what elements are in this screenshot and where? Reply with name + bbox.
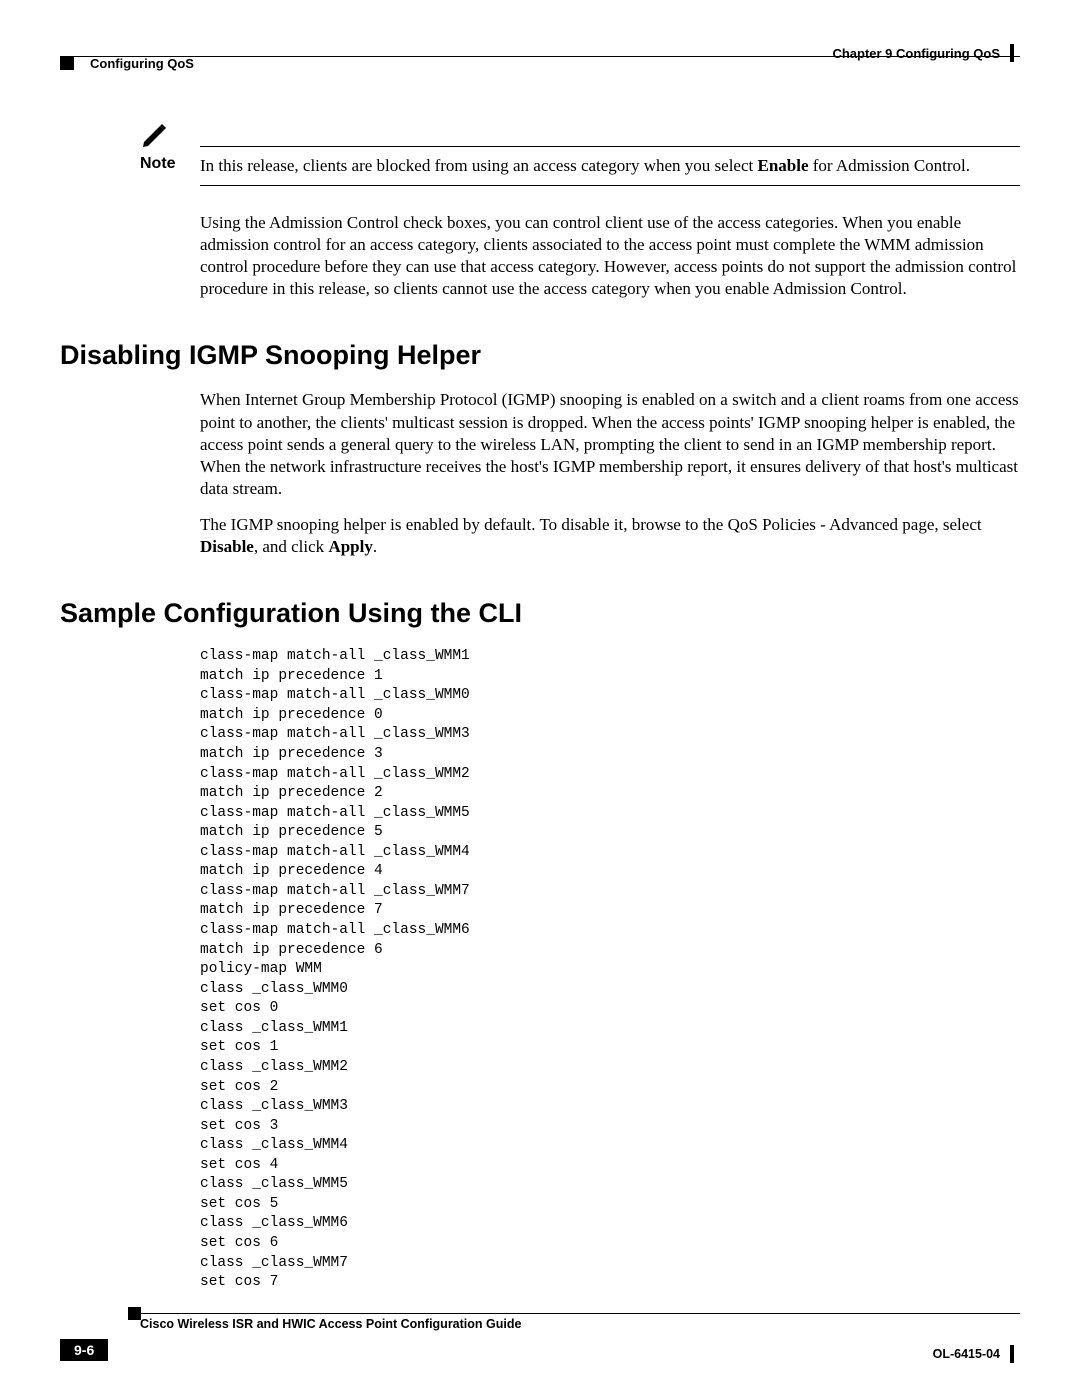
note-bold: Enable xyxy=(757,156,808,175)
igmp-para-2: The IGMP snooping helper is enabled by d… xyxy=(200,514,1020,558)
heading-cli: Sample Configuration Using the CLI xyxy=(60,598,1020,629)
igmp-para-2d: . xyxy=(373,537,377,556)
note-text: In this release, clients are blocked fro… xyxy=(200,155,970,177)
footer-right-marker xyxy=(1010,1345,1014,1363)
header-right-marker xyxy=(1010,44,1014,62)
footer-row: 9-6 OL-6415-04 xyxy=(60,1339,1020,1363)
content: Note In this release, clients are blocke… xyxy=(60,146,1020,1293)
igmp-para-1: When Internet Group Membership Protocol … xyxy=(200,389,1020,499)
igmp-disable-bold: Disable xyxy=(200,537,254,556)
igmp-apply-bold: Apply xyxy=(328,537,372,556)
note-text-after: for Admission Control. xyxy=(809,156,971,175)
note-block: Note In this release, clients are blocke… xyxy=(140,146,1020,186)
header-chapter-crumb: Chapter 9 Configuring QoS xyxy=(832,46,1000,61)
footer-guide-title: Cisco Wireless ISR and HWIC Access Point… xyxy=(140,1317,1020,1331)
cli-config-block: class-map match-all _class_WMM1 match ip… xyxy=(200,647,1020,1293)
admission-control-para: Using the Admission Control check boxes,… xyxy=(200,212,1020,300)
header-section-crumb: Configuring QoS xyxy=(90,56,194,71)
footer-doc-id: OL-6415-04 xyxy=(933,1347,1000,1361)
footer-marker-square xyxy=(128,1307,141,1320)
page: Chapter 9 Configuring QoS Configuring Qo… xyxy=(0,0,1080,1397)
page-header: Chapter 9 Configuring QoS Configuring Qo… xyxy=(60,56,1020,86)
note-bottom-rule xyxy=(200,185,1020,186)
pencil-icon xyxy=(140,118,170,153)
header-left-marker xyxy=(60,56,74,70)
igmp-para-2a: The IGMP snooping helper is enabled by d… xyxy=(200,515,982,534)
heading-igmp: Disabling IGMP Snooping Helper xyxy=(60,340,1020,371)
note-label: Note xyxy=(140,155,200,177)
footer-rule xyxy=(140,1313,1020,1314)
note-text-before: In this release, clients are blocked fro… xyxy=(200,156,757,175)
page-number-badge: 9-6 xyxy=(60,1339,108,1361)
note-top-rule xyxy=(200,146,1020,147)
page-footer: Cisco Wireless ISR and HWIC Access Point… xyxy=(60,1313,1020,1363)
igmp-para-2c: , and click xyxy=(254,537,329,556)
